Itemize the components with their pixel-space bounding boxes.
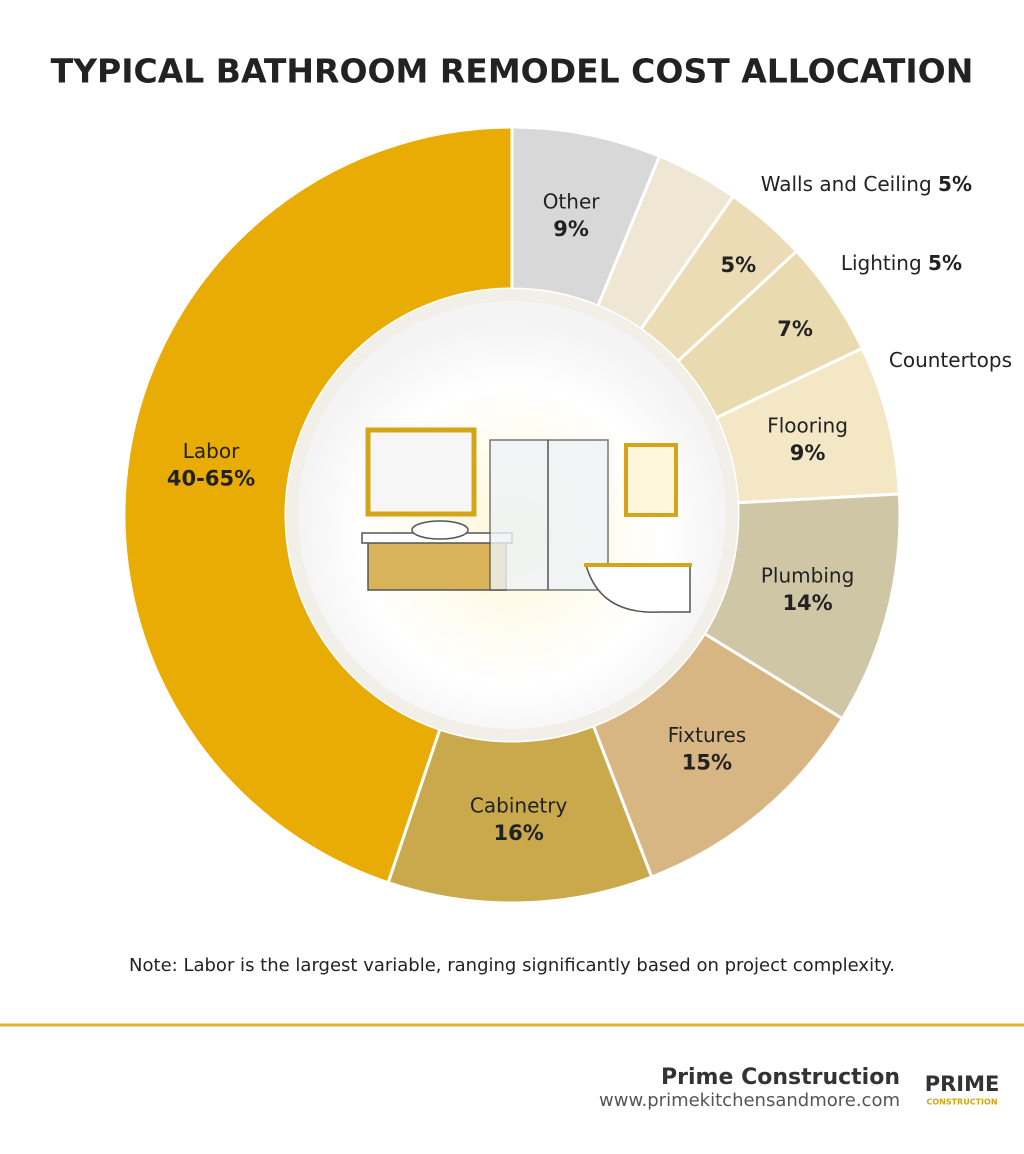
slice-label: Labor: [183, 439, 240, 463]
outside-label: Walls and Ceiling 5%: [761, 172, 972, 196]
outside-label: Countertops: [889, 348, 1012, 372]
slice-label: Flooring: [767, 413, 848, 437]
chart-title: TYPICAL BATHROOM REMODEL COST ALLOCATION: [51, 52, 974, 91]
slice-value: 16%: [493, 821, 543, 845]
logo-sub: CONSTRUCTION: [926, 1098, 997, 1107]
slice-value: 9%: [790, 441, 826, 465]
logo: PRIME: [925, 1072, 1000, 1096]
outside-label-value: 5%: [938, 172, 972, 196]
slice-value: 15%: [682, 751, 732, 775]
slice-value: 7%: [777, 317, 813, 341]
slice-value: 40-65%: [167, 467, 255, 491]
slice-value: 5%: [721, 253, 757, 277]
slice-label: Fixtures: [668, 723, 746, 747]
slice-label: Cabinetry: [470, 793, 568, 817]
outside-label-name: Walls and Ceiling: [761, 172, 932, 196]
website: www.primekitchensandmore.com: [599, 1090, 900, 1111]
slice-label: Plumbing: [761, 564, 854, 588]
note: Note: Labor is the largest variable, ran…: [129, 955, 895, 976]
donut: [122, 125, 902, 905]
slice-value: 9%: [553, 217, 589, 241]
outside-label-value: 5%: [928, 251, 962, 275]
company: Prime Construction: [661, 1065, 900, 1090]
outside-label-name: Lighting: [841, 251, 922, 275]
slice-value: 14%: [782, 591, 832, 615]
outside-label: Lighting 5%: [841, 251, 962, 275]
outside-label-name: Countertops: [889, 348, 1012, 372]
slice-label: Other: [543, 189, 601, 213]
bathroom-illustration: [361, 427, 692, 613]
